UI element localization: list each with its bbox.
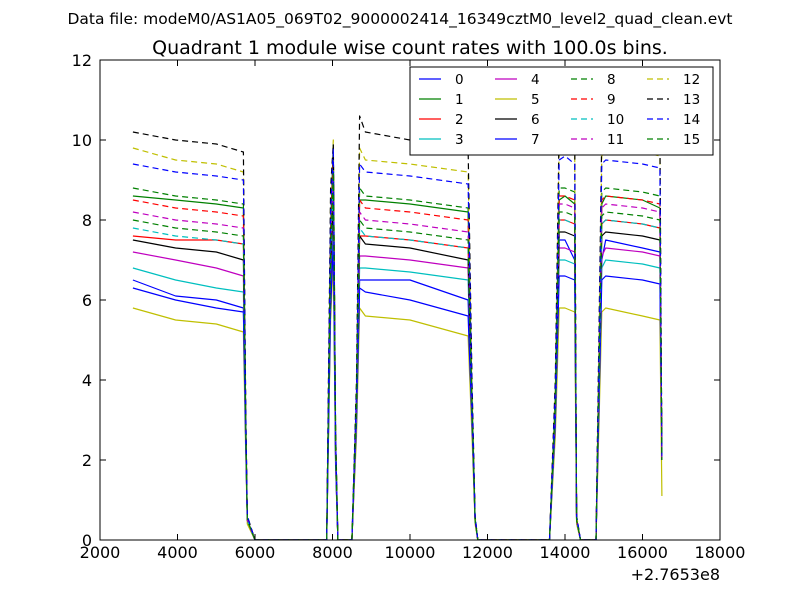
x-tick-label: 18000 xyxy=(695,543,746,562)
series-line-3 xyxy=(132,219,663,540)
chart-title: Quadrant 1 module wise count rates with … xyxy=(152,37,668,59)
legend-label: 14 xyxy=(683,112,700,128)
legend-label: 4 xyxy=(531,72,540,88)
series-line-15 xyxy=(132,171,663,540)
x-tick-label: 16000 xyxy=(617,543,668,562)
legend-label: 6 xyxy=(531,112,540,128)
x-axis: 2000 4000 6000 8000 10000 12000 14000 16000 1800… xyxy=(80,60,746,562)
x-tick-label: 14000 xyxy=(540,543,591,562)
chart-suptitle: Data file: modeM0/AS1A05_069T02_90000024… xyxy=(67,10,732,29)
series-line-14 xyxy=(132,147,663,540)
y-tick-label: 2 xyxy=(82,451,92,470)
series-line-7 xyxy=(132,243,663,540)
y-tick-label: 0 xyxy=(82,531,92,550)
y-tick-label: 6 xyxy=(82,291,92,310)
legend-label: 12 xyxy=(683,72,700,88)
series-line-0 xyxy=(132,239,663,540)
legend-box xyxy=(409,66,714,156)
legend-label: 13 xyxy=(683,92,700,108)
legend-label: 10 xyxy=(607,112,624,128)
x-tick-label: 12000 xyxy=(462,543,513,562)
legend-label: 1 xyxy=(455,92,464,108)
y-tick-label: 8 xyxy=(82,211,92,230)
legend-label: 2 xyxy=(455,112,464,128)
x-offset-label: +2.7653e8 xyxy=(631,565,720,584)
series-line-8 xyxy=(132,143,663,540)
series-line-5 xyxy=(132,259,663,540)
legend-label: 11 xyxy=(607,132,624,148)
x-tick-label: 10000 xyxy=(385,543,436,562)
series-line-4 xyxy=(132,203,663,540)
series-line-6 xyxy=(132,195,663,540)
legend-label: 3 xyxy=(455,132,464,148)
series-line-9 xyxy=(132,155,663,540)
x-tick-label: 2000 xyxy=(80,543,121,562)
legend-label: 0 xyxy=(455,72,464,88)
legend-label: 7 xyxy=(531,132,540,148)
x-tick-label: 6000 xyxy=(235,543,276,562)
y-tick-label: 12 xyxy=(72,51,92,70)
legend-label: 15 xyxy=(683,132,700,148)
series-line-1 xyxy=(132,147,663,540)
y-tick-label: 4 xyxy=(82,371,92,390)
series-line-10 xyxy=(132,179,663,540)
x-tick-label: 8000 xyxy=(312,543,353,562)
legend-label: 9 xyxy=(607,92,616,108)
x-tick-label: 4000 xyxy=(157,543,198,562)
legend-label: 5 xyxy=(531,92,540,108)
legend-label: 8 xyxy=(607,72,616,88)
y-tick-label: 10 xyxy=(72,131,92,150)
series-layer xyxy=(132,115,663,540)
